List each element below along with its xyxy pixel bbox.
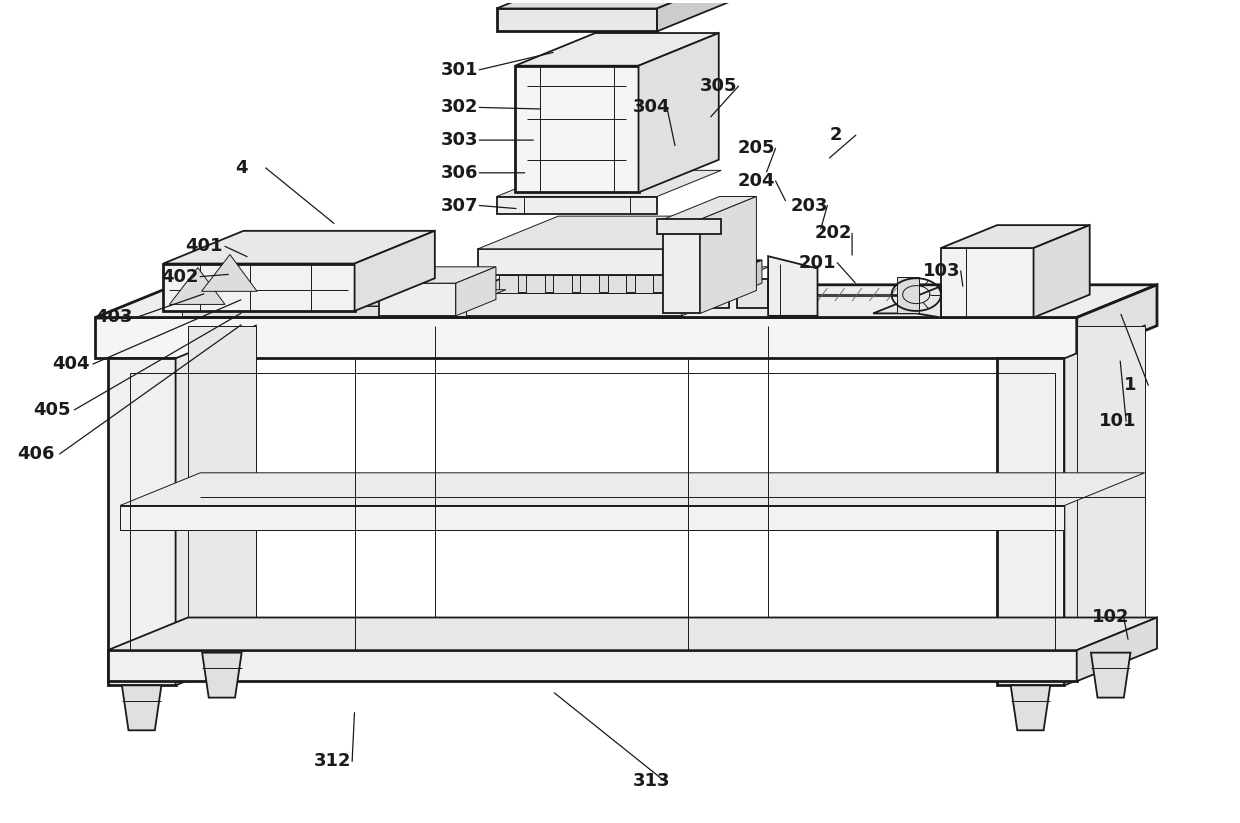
Polygon shape — [1033, 226, 1090, 318]
Text: 304: 304 — [632, 99, 670, 116]
Polygon shape — [456, 267, 496, 316]
Text: 401: 401 — [186, 237, 223, 255]
Polygon shape — [768, 256, 817, 316]
Polygon shape — [355, 230, 435, 311]
Polygon shape — [379, 267, 496, 283]
Text: 301: 301 — [441, 61, 479, 79]
Text: 305: 305 — [701, 77, 738, 95]
Text: 307: 307 — [441, 197, 479, 215]
Text: 204: 204 — [738, 172, 775, 190]
Text: 303: 303 — [441, 131, 479, 149]
Bar — [164, 263, 355, 311]
Polygon shape — [1091, 653, 1131, 698]
Polygon shape — [1011, 686, 1050, 730]
Polygon shape — [479, 216, 744, 249]
Bar — [515, 66, 639, 193]
Text: 405: 405 — [33, 401, 71, 419]
Bar — [479, 249, 663, 275]
Bar — [738, 279, 768, 308]
Text: 306: 306 — [441, 164, 479, 182]
Polygon shape — [202, 653, 242, 698]
Bar — [553, 275, 572, 293]
Bar — [108, 650, 1076, 681]
Polygon shape — [663, 197, 756, 220]
Polygon shape — [95, 285, 1157, 318]
Polygon shape — [701, 197, 756, 314]
Polygon shape — [515, 33, 719, 66]
Polygon shape — [657, 0, 738, 31]
Bar — [608, 275, 626, 293]
Text: 402: 402 — [161, 267, 198, 286]
Text: 406: 406 — [17, 445, 55, 463]
Text: 205: 205 — [738, 139, 775, 157]
Bar — [941, 248, 1033, 318]
Polygon shape — [692, 267, 769, 283]
Bar — [580, 275, 599, 293]
Polygon shape — [1064, 326, 1145, 686]
Bar — [466, 293, 682, 316]
Bar — [657, 220, 722, 234]
Bar — [997, 358, 1064, 686]
Polygon shape — [122, 686, 161, 730]
Polygon shape — [466, 260, 761, 293]
Polygon shape — [873, 286, 941, 318]
Text: 4: 4 — [234, 159, 247, 177]
Polygon shape — [95, 318, 1076, 358]
Text: 403: 403 — [95, 309, 133, 327]
Polygon shape — [120, 472, 1145, 505]
Polygon shape — [182, 290, 506, 306]
Text: 404: 404 — [52, 355, 89, 373]
Polygon shape — [1076, 285, 1157, 358]
Polygon shape — [496, 170, 722, 197]
Polygon shape — [164, 230, 435, 263]
Text: 313: 313 — [632, 772, 670, 790]
Polygon shape — [108, 617, 1157, 650]
Polygon shape — [941, 226, 1090, 248]
Text: 103: 103 — [923, 262, 960, 280]
Polygon shape — [639, 33, 719, 193]
Bar — [496, 197, 657, 215]
Bar — [526, 275, 544, 293]
Text: 203: 203 — [790, 197, 828, 215]
Bar — [663, 220, 701, 314]
Bar — [897, 277, 919, 314]
Bar — [130, 373, 1054, 650]
Polygon shape — [188, 326, 255, 653]
Bar — [635, 275, 653, 293]
Bar — [182, 306, 466, 316]
Polygon shape — [1076, 326, 1145, 653]
Bar — [379, 283, 456, 316]
Bar — [108, 358, 176, 686]
Text: 1: 1 — [1123, 376, 1136, 394]
Polygon shape — [176, 326, 255, 686]
Bar — [498, 275, 517, 293]
Polygon shape — [202, 254, 257, 291]
Bar — [472, 275, 490, 293]
Text: 312: 312 — [314, 752, 351, 770]
Text: 201: 201 — [799, 253, 837, 272]
Text: 2: 2 — [830, 126, 842, 144]
Bar — [496, 8, 657, 31]
Bar — [692, 283, 729, 308]
Polygon shape — [170, 267, 224, 305]
Text: 102: 102 — [1091, 608, 1130, 626]
Text: 202: 202 — [815, 225, 853, 242]
Bar — [120, 505, 1064, 530]
Polygon shape — [1076, 617, 1157, 681]
Polygon shape — [496, 0, 738, 8]
Text: 302: 302 — [441, 99, 479, 116]
Text: 101: 101 — [1099, 412, 1137, 430]
Polygon shape — [682, 260, 761, 316]
